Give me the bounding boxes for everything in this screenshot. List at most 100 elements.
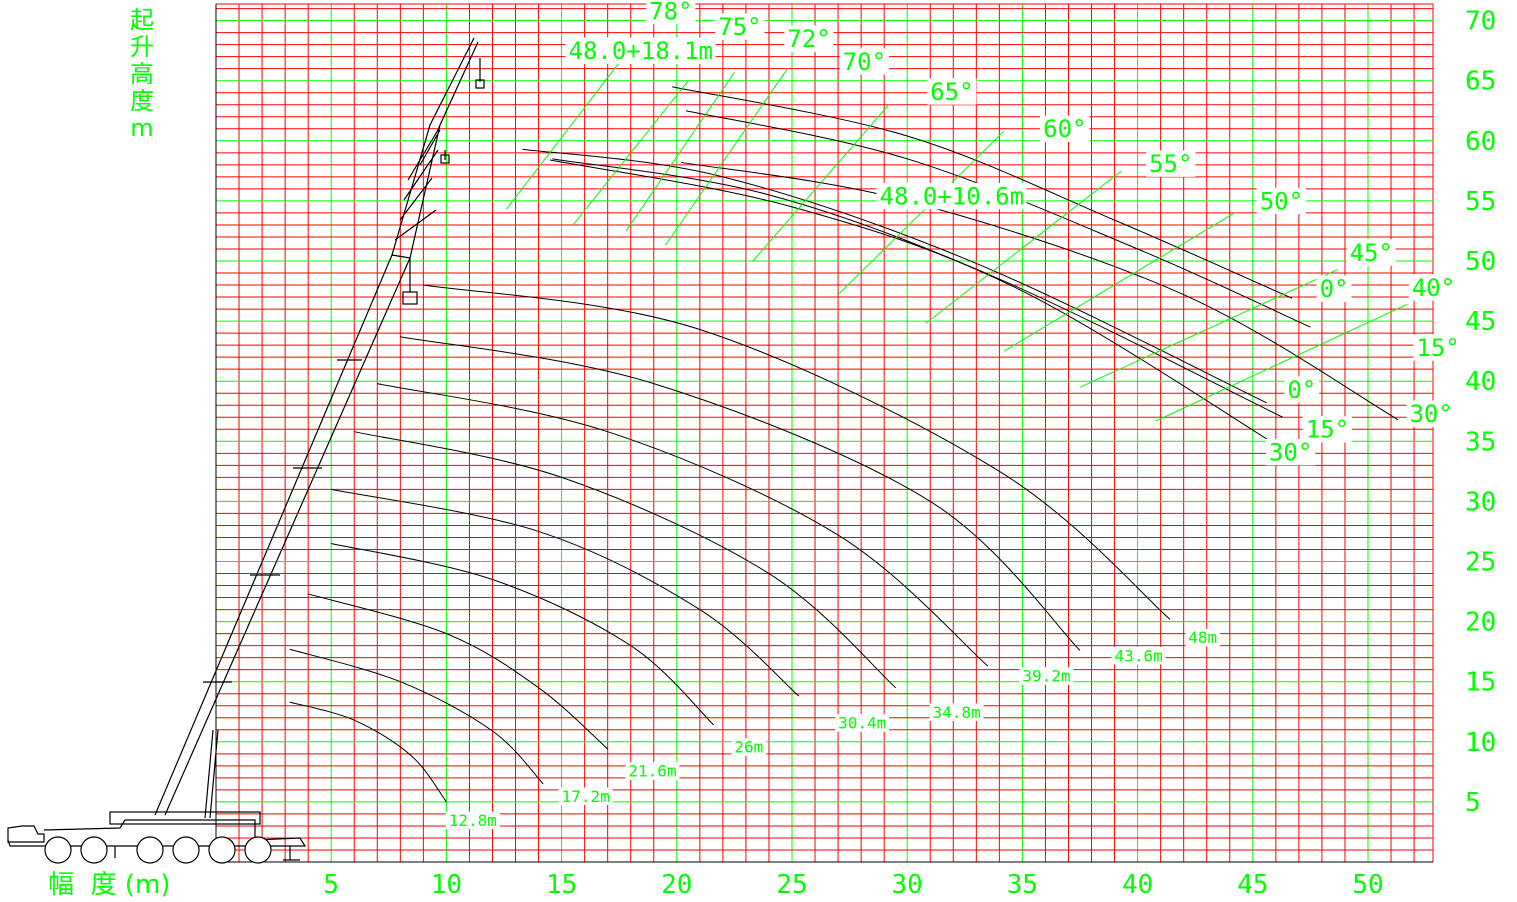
- y-tick-label: 20: [1465, 608, 1496, 638]
- x-tick-label: 25: [776, 870, 807, 900]
- x-tick-label: 5: [323, 870, 339, 900]
- wheel: [244, 836, 272, 864]
- label-bg: [565, 37, 716, 64]
- x-tick-labels: 5 10 15 20 25 30 35 40 45 50: [323, 870, 1383, 900]
- boom-joints: [203, 359, 362, 683]
- curve-label: 48m: [1188, 628, 1217, 647]
- jib-curve: [685, 110, 1311, 328]
- truck-deck: [109, 811, 261, 825]
- y-tick-label: 55: [1465, 187, 1496, 217]
- outrigger: [114, 846, 300, 861]
- jib-lattice: [391, 37, 479, 259]
- x-tick-label: 40: [1122, 870, 1153, 900]
- label-bg: [445, 811, 500, 830]
- truck-cab: [7, 825, 45, 843]
- angle-line: [505, 62, 620, 210]
- curve-label: 50°: [1260, 187, 1303, 215]
- hook-block-jib: [440, 154, 450, 164]
- curve-label: 30°: [1269, 439, 1312, 467]
- curve-label: 55°: [1149, 150, 1192, 178]
- hook-block-main: [402, 291, 418, 305]
- curve-label: 21.6m: [628, 762, 676, 781]
- curve-label: 43.6m: [1115, 646, 1163, 665]
- label-bg: [731, 738, 767, 756]
- curve-label: 75°: [718, 13, 761, 41]
- angle-line: [572, 80, 689, 226]
- boom-curve: [289, 648, 544, 785]
- label-bg: [1408, 274, 1458, 301]
- label-bg: [715, 13, 765, 40]
- label-bg: [876, 182, 1027, 210]
- angle-line: [1079, 268, 1339, 388]
- wheel: [80, 836, 108, 864]
- curve-label: 70°: [843, 48, 886, 76]
- x-tick-label: 30: [892, 870, 923, 900]
- hook-block-tip: [475, 79, 485, 89]
- boom-curve: [331, 542, 715, 726]
- y-tick-label: 70: [1465, 7, 1496, 37]
- curve-label: 60°: [1043, 115, 1086, 143]
- y-title-char: 度: [130, 87, 154, 115]
- boom-curve: [308, 593, 609, 750]
- curve-label: 0°: [1320, 275, 1349, 303]
- y-tick-label: 15: [1465, 668, 1496, 698]
- label-bg: [927, 78, 977, 105]
- label-bg: [1406, 400, 1456, 427]
- label-bg: [1316, 275, 1352, 302]
- jib-curve: [672, 86, 1293, 299]
- label-bg: [1256, 187, 1306, 215]
- y-tick-label: 40: [1465, 367, 1496, 397]
- curve-label: 48.0+18.1m: [569, 37, 714, 65]
- label-bg: [1413, 334, 1463, 361]
- truck-wheels: [44, 836, 272, 864]
- curve-label: 78°: [649, 0, 692, 25]
- angle-line: [837, 130, 1005, 296]
- curves: [289, 62, 1408, 803]
- y-tick-label: 30: [1465, 487, 1496, 517]
- y-title-char: m: [130, 114, 153, 142]
- boom-cylinder: [204, 729, 219, 819]
- crane-drawing: [7, 37, 485, 864]
- curve-label: 48.0+10.6m: [880, 183, 1025, 211]
- curve-label: 0°: [1287, 376, 1316, 404]
- grid: [215, 3, 1434, 863]
- curve-label: 39.2m: [1022, 667, 1070, 686]
- curve-label: 65°: [930, 78, 973, 106]
- boom-curve: [400, 336, 1081, 651]
- angle-line: [664, 68, 788, 246]
- curve-labels: 12.8m 17.2m 21.6m 26m 30.4m 34.8m 39.2m 43.6m 48…: [445, 0, 1463, 830]
- y-tick-label: 10: [1465, 728, 1496, 758]
- boom-curve: [423, 284, 1171, 620]
- label-bg: [625, 762, 680, 780]
- x-tick-label: 15: [546, 870, 577, 900]
- curve-label: 26m: [734, 738, 763, 757]
- curve-label: 40°: [1412, 274, 1455, 302]
- y-tick-label: 50: [1465, 247, 1496, 277]
- label-bg: [929, 703, 984, 721]
- label-bg: [1346, 239, 1396, 266]
- wheel: [136, 836, 164, 864]
- angle-line: [625, 72, 735, 232]
- curve-label: 12.8m: [449, 811, 497, 830]
- boom-curve: [289, 701, 447, 803]
- label-bg: [1185, 628, 1221, 647]
- y-tick-labels: 5 10 15 20 25 30 35 40 45 50 55 60 65 70: [1465, 7, 1496, 818]
- label-bg: [646, 0, 696, 25]
- jib-curve: [522, 148, 1267, 404]
- boom-main: [154, 254, 411, 816]
- label-bg: [558, 787, 613, 806]
- wheel: [44, 836, 72, 864]
- curve-label: 17.2m: [562, 787, 610, 806]
- y-tick-label: 65: [1465, 67, 1496, 97]
- y-title-char: 起: [130, 6, 154, 34]
- wheel: [172, 836, 200, 864]
- x-tick-label: 45: [1237, 870, 1268, 900]
- x-tick-label: 35: [1007, 870, 1038, 900]
- curve-label: 72°: [787, 25, 830, 53]
- curve-label: 34.8m: [933, 703, 981, 722]
- label-bg: [1019, 667, 1074, 685]
- jib-curve: [681, 161, 1399, 421]
- x-tick-label: 10: [431, 870, 462, 900]
- label-bg: [835, 714, 890, 732]
